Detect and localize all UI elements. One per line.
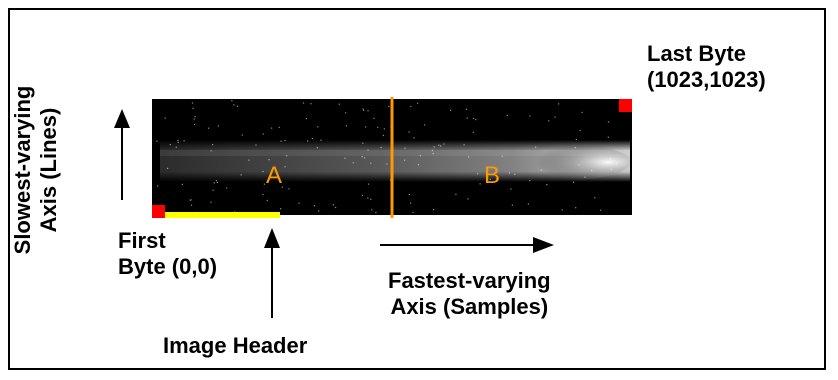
slow-axis-line2: Axis (Lines)	[36, 107, 61, 233]
fast-axis-line2: Axis (Samples)	[390, 294, 549, 319]
last-byte-marker	[619, 99, 632, 112]
image-header-label: Image Header	[163, 333, 308, 358]
last-byte-label: Last Byte (1023,1023)	[647, 41, 766, 93]
first-byte-line1: First	[118, 228, 166, 253]
fast-axis-arrowhead	[533, 237, 554, 253]
header-pointer-arrowhead	[264, 228, 280, 248]
slow-axis-arrowhead	[114, 109, 130, 128]
fast-axis-line1: Fastest-varying	[388, 268, 551, 293]
region-b-label: B	[484, 162, 501, 189]
image-header-bar	[165, 212, 280, 218]
slow-axis-label: Slowest-varying Axis (Lines)	[10, 40, 66, 300]
first-byte-marker	[152, 205, 165, 218]
fast-axis-label: Fastest-varying Axis (Samples)	[388, 268, 551, 320]
last-byte-line2: (1023,1023)	[647, 67, 766, 92]
bright-region	[510, 144, 630, 180]
slow-axis-line1: Slowest-varying	[10, 85, 35, 255]
last-byte-line1: Last Byte	[647, 41, 747, 66]
first-byte-label: First Byte (0,0)	[118, 228, 217, 280]
first-byte-line2: Byte (0,0)	[118, 254, 218, 279]
region-a-label: A	[266, 162, 283, 189]
